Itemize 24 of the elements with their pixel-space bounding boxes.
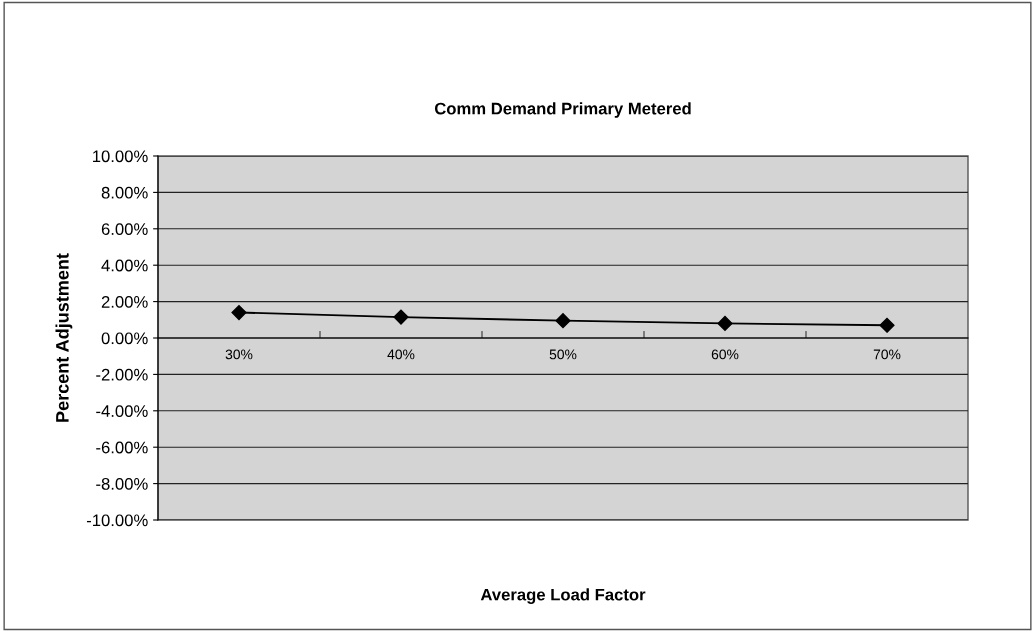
chart-title: Comm Demand Primary Metered [434,102,691,118]
y-tick-label: 8.00% [101,186,148,199]
point [231,304,247,321]
y-tick-label: -6.00% [96,441,148,454]
x-tick-label: 30% [225,349,253,360]
y-tick-label: 4.00% [101,259,148,272]
y-tick-label: -10.00% [86,514,148,527]
y-tick-label: 0.00% [101,332,148,345]
x-tick-label: 50% [549,349,577,360]
y-tick-label: 6.00% [101,223,148,235]
y-tick-label: -4.00% [96,405,148,417]
y-tick-label: 2.00% [101,296,148,308]
x-tick-label: 40% [387,349,415,360]
x-tick-label: 70% [873,349,901,360]
y-tick-label: -8.00% [96,478,148,490]
y-tick-label: -2.00% [96,368,148,381]
x-axis-title: Average Load Factor [480,588,646,604]
point [717,315,733,332]
y-axis-title: Percent Adjustment [55,253,73,422]
point [879,317,895,333]
y-tick-label: 10.00% [93,150,148,163]
x-tick-label: 60% [711,349,739,360]
point [555,313,571,329]
point [393,309,409,325]
